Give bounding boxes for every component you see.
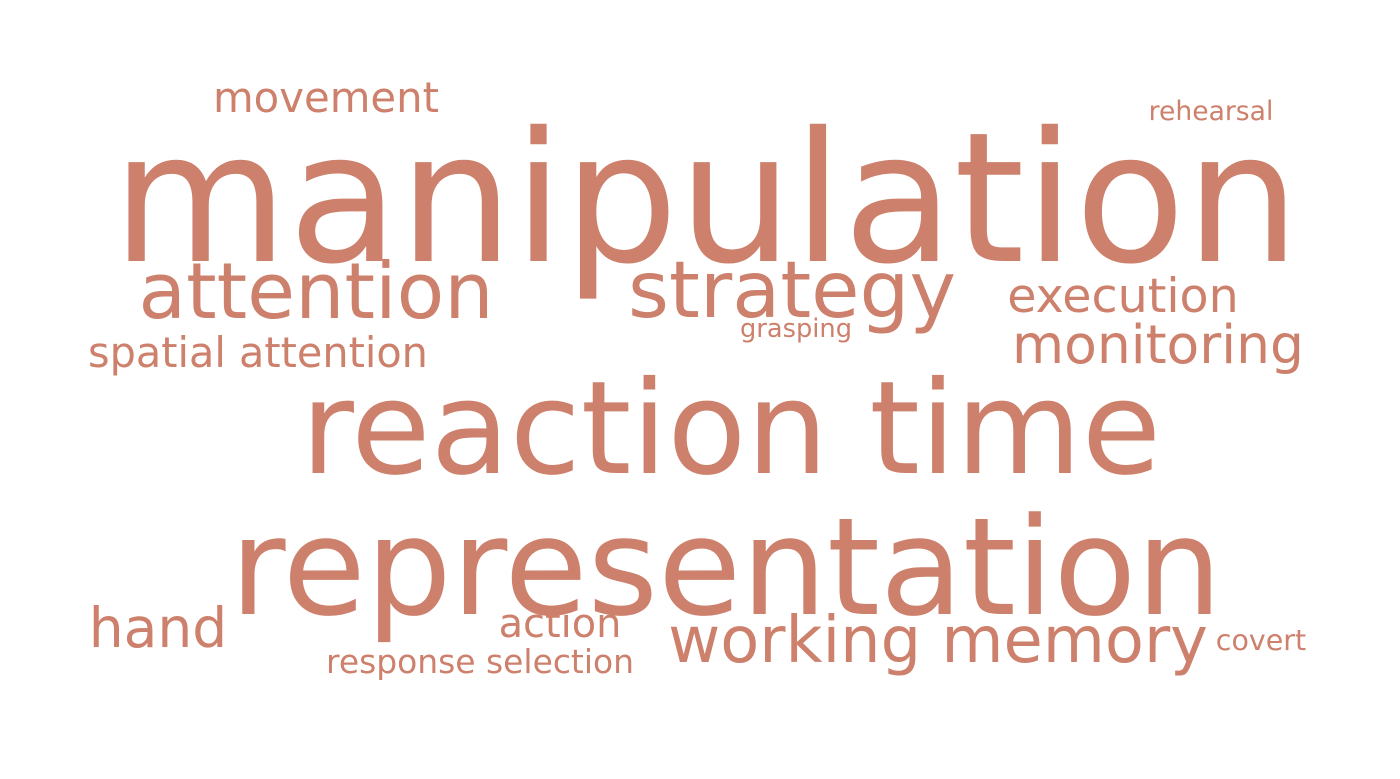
word-strategy: strategy [628, 243, 956, 336]
word-spatial-attention: spatial attention [88, 329, 428, 378]
word-movement: movement [212, 73, 440, 123]
word-representation: representation [229, 488, 1223, 647]
word-response-selection: response selection [326, 641, 634, 681]
word-action: action [498, 601, 622, 648]
word-attention: attention [138, 247, 494, 338]
word-grasping: grasping [739, 314, 853, 345]
word-monitoring: monitoring [1012, 313, 1304, 377]
word-covert: covert [1215, 623, 1307, 657]
word-rehearsal: rehearsal [1148, 95, 1274, 127]
word-manipulation: manipulation [112, 92, 1300, 304]
word-reaction-time: reaction time [300, 354, 1162, 505]
word-execution: execution [1007, 269, 1239, 325]
word-working-memory: working memory [668, 604, 1208, 679]
word-hand: hand [88, 596, 228, 661]
